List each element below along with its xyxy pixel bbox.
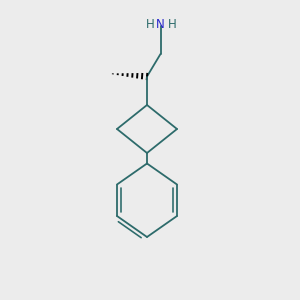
Text: H: H (146, 17, 154, 31)
Text: N: N (156, 17, 165, 31)
Text: H: H (167, 17, 176, 31)
